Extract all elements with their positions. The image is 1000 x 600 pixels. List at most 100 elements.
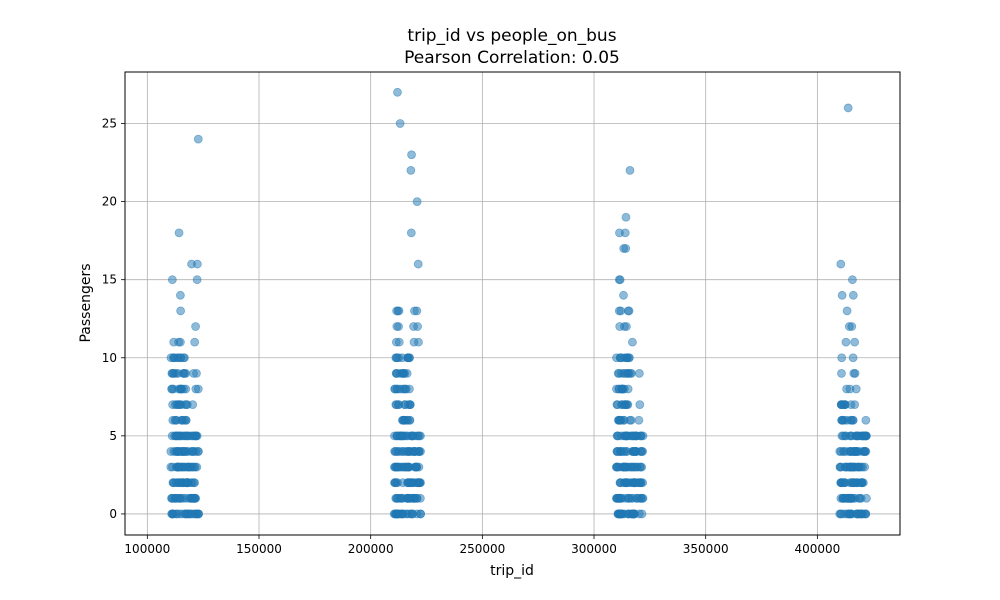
scatter-point: [839, 478, 849, 488]
x-tick-label: 100000: [124, 542, 170, 556]
scatter-point: [617, 493, 627, 503]
scatter-point: [856, 509, 866, 519]
scatter-point: [861, 415, 871, 425]
scatter-point: [414, 337, 423, 347]
scatter-point: [390, 447, 400, 456]
scatter-point: [636, 447, 646, 456]
y-tick-label: 25: [102, 117, 117, 131]
scatter-point: [190, 337, 200, 347]
scatter-point: [406, 228, 416, 238]
scatter-point: [857, 478, 867, 488]
scatter-point: [393, 87, 402, 97]
scatter-point: [628, 431, 638, 441]
scatter-point: [415, 478, 425, 488]
scatter-point: [846, 462, 856, 472]
scatter-point: [837, 368, 846, 378]
scatter-point: [169, 353, 178, 363]
scatter-point: [628, 337, 637, 347]
scatter-point: [634, 415, 644, 425]
scatter-point: [618, 509, 627, 519]
scatter-point: [625, 165, 635, 175]
y-tick-label: 10: [102, 351, 117, 365]
scatter-point: [412, 306, 422, 316]
scatter-point: [413, 259, 423, 269]
scatter-point: [400, 384, 410, 394]
scatter-point: [396, 431, 406, 441]
scatter-point: [171, 431, 181, 441]
scatter-point: [851, 384, 861, 394]
scatter-point: [412, 493, 422, 503]
x-axis-ticks: 100000 150000 200000 250000 300000 350000 4000…: [124, 535, 840, 556]
scatter-point: [620, 353, 629, 363]
scatter-point: [620, 228, 630, 238]
scatter-point: [193, 134, 203, 144]
scatter-point: [398, 509, 408, 519]
scatter-point: [179, 493, 189, 503]
scatter-point: [179, 368, 188, 378]
scatter-point: [622, 478, 632, 488]
scatter-point: [413, 322, 422, 331]
scatter-point: [850, 368, 860, 378]
scatter-point: [175, 290, 185, 300]
x-tick-label: 300000: [571, 542, 617, 556]
scatter-point: [615, 275, 625, 285]
scatter-point: [621, 212, 631, 222]
scatter-point: [394, 322, 404, 331]
data-points: [166, 87, 871, 519]
scatter-point: [407, 431, 417, 441]
scatter-point: [392, 368, 402, 378]
scatter-point: [192, 368, 201, 378]
chart-title: trip_id vs people_on_bus: [407, 26, 616, 46]
scatter-point: [635, 400, 645, 410]
scatter-point: [841, 493, 850, 503]
x-tick-label: 400000: [794, 542, 840, 556]
scatter-point: [847, 415, 856, 425]
scatter-point: [193, 384, 203, 394]
scatter-point: [637, 462, 647, 472]
scatter-point: [837, 290, 847, 300]
scatter-point: [190, 493, 200, 503]
scatter-point: [619, 447, 629, 456]
scatter-point: [861, 447, 871, 456]
scatter-point: [188, 400, 198, 410]
scatter-point: [860, 462, 870, 472]
scatter-point: [634, 368, 644, 378]
scatter-point: [412, 197, 422, 207]
scatter-point: [619, 290, 628, 300]
scatter-point: [405, 353, 414, 363]
y-tick-label: 0: [109, 507, 117, 521]
scatter-point: [397, 415, 407, 425]
scatter-point: [395, 119, 405, 128]
scatter-point: [192, 275, 202, 285]
scatter-point: [168, 509, 177, 519]
y-axis-ticks: 0 5 10 15 20 25: [102, 117, 125, 521]
y-axis-label: Passengers: [78, 263, 94, 342]
scatter-point: [636, 478, 646, 488]
scatter-point: [617, 384, 627, 394]
scatter-point: [835, 509, 845, 519]
scatter-point: [630, 462, 639, 472]
scatter-point: [835, 447, 845, 456]
x-tick-label: 250000: [459, 542, 505, 556]
scatter-point: [167, 275, 177, 285]
scatter-point: [171, 493, 181, 503]
scatter-point: [617, 400, 627, 410]
scatter-point: [622, 322, 631, 331]
scatter-point: [180, 509, 190, 519]
scatter-point: [621, 244, 631, 253]
chart-subtitle: Pearson Correlation: 0.05: [404, 48, 620, 68]
scatter-point: [168, 462, 177, 472]
scatter-point: [173, 400, 183, 410]
scatter-point: [392, 353, 402, 363]
grid-lines: [125, 72, 900, 535]
scatter-point: [183, 431, 192, 441]
scatter-point: [628, 493, 638, 503]
scatter-point: [841, 337, 851, 347]
x-tick-label: 200000: [348, 542, 394, 556]
scatter-point: [848, 478, 858, 488]
scatter-point: [845, 447, 855, 456]
scatter-point: [174, 384, 184, 394]
x-axis-label: trip_id: [490, 563, 534, 579]
scatter-point: [837, 400, 847, 410]
